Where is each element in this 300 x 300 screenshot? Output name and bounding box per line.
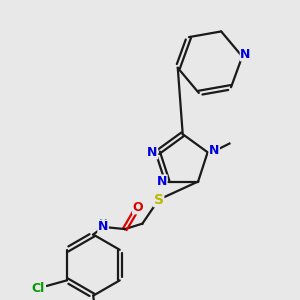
Text: Cl: Cl — [32, 281, 45, 295]
Text: O: O — [133, 201, 143, 214]
Text: N: N — [157, 175, 167, 188]
Text: N: N — [147, 146, 158, 159]
Text: N: N — [209, 144, 219, 157]
Text: S: S — [154, 193, 164, 207]
Text: N: N — [240, 48, 251, 61]
Text: N: N — [98, 220, 108, 233]
Text: H: H — [99, 219, 107, 229]
